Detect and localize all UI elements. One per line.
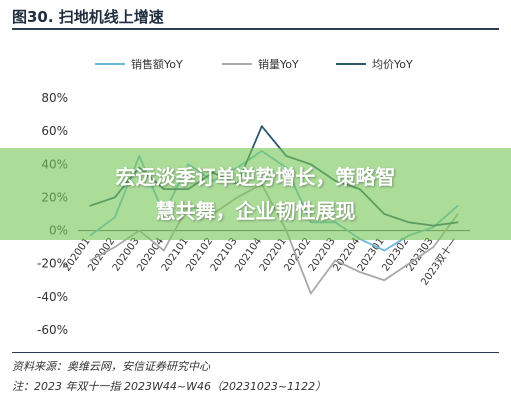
chart-legend: 销售额YoY 销量YoY 均价YoY	[95, 57, 413, 71]
data-point	[162, 249, 165, 252]
banner-headline: 宏远淡季订单逆势增长，策略智 慧共舞，企业韧性展现	[0, 160, 511, 228]
legend-label: 销售额YoY	[131, 57, 183, 71]
y-tick-label: -40%	[37, 290, 68, 304]
legend-label: 均价YoY	[372, 58, 413, 71]
banner-line-1: 宏远淡季订单逆势增长，策略智	[115, 165, 396, 189]
title-rule	[12, 28, 499, 30]
data-point	[309, 292, 312, 295]
data-point	[358, 271, 361, 273]
data-point	[432, 246, 435, 248]
y-tick-label: 80%	[41, 91, 68, 105]
data-point	[260, 125, 263, 127]
data-point	[383, 249, 386, 252]
footer-rule	[12, 352, 499, 353]
data-point	[89, 259, 92, 262]
source-note: 资料来源：奥维云网，安信证券研究中心	[12, 360, 210, 373]
data-point	[113, 246, 116, 248]
figure-title: 图30. 扫地机线上增速	[12, 8, 164, 26]
data-point	[407, 262, 410, 265]
data-point	[334, 259, 337, 262]
banner-line-2: 慧共舞，企业韧性展现	[155, 199, 356, 223]
footnote: 注：2023 年双十一指 2023W44~W46（20231023~1122）	[12, 380, 327, 393]
overlay-banner	[0, 148, 511, 240]
y-tick-label: -60%	[37, 323, 68, 337]
data-point	[383, 279, 386, 282]
y-tick-label: -20%	[37, 257, 68, 271]
legend-label: 销量YoY	[258, 57, 299, 71]
y-tick-label: 60%	[41, 124, 68, 138]
